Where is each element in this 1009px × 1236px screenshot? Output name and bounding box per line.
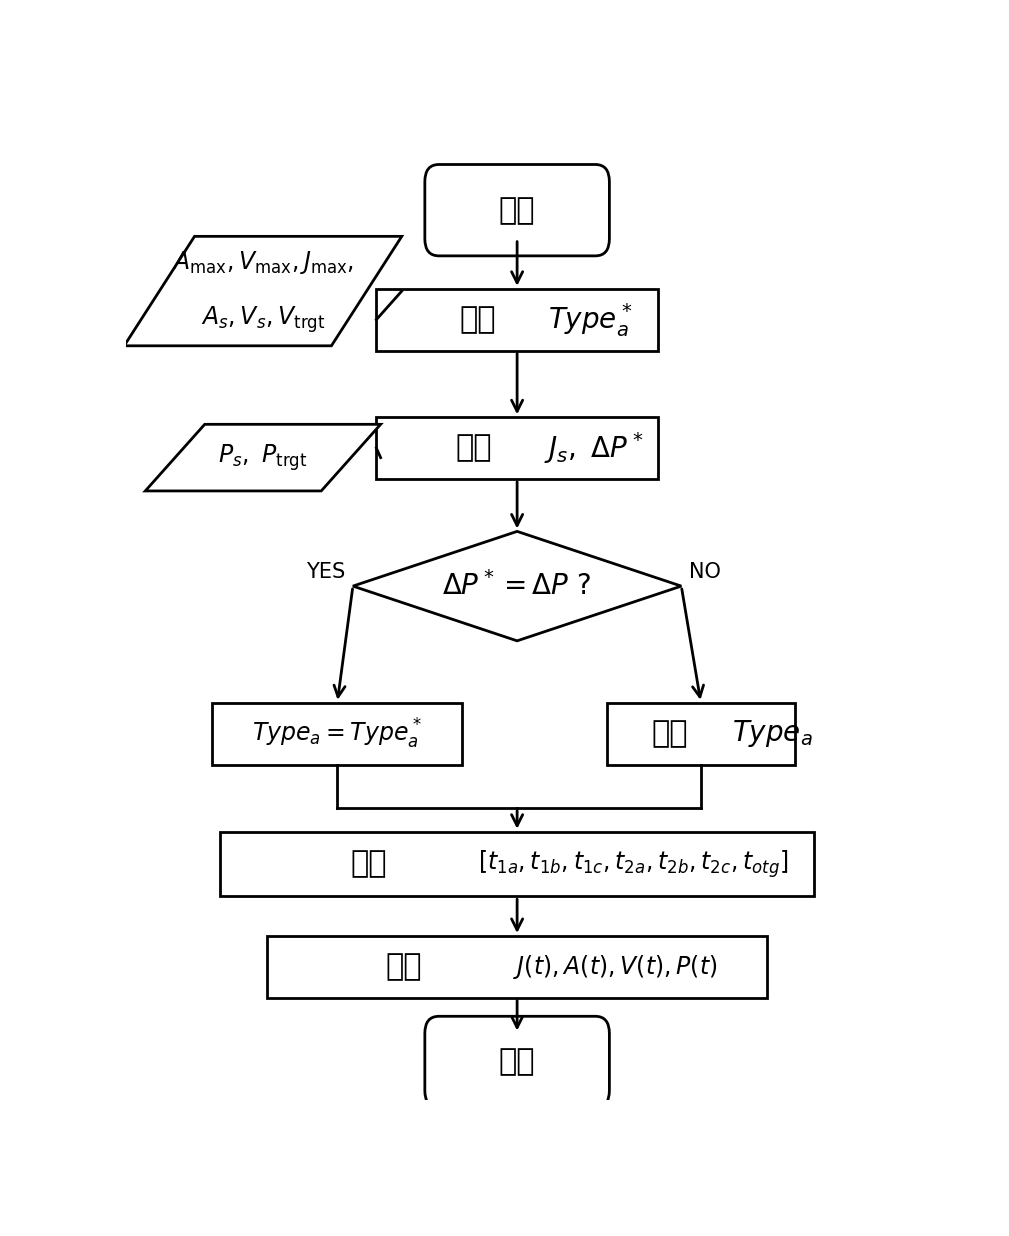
Text: $P_s,\ P_{\mathrm{trgt}}$: $P_s,\ P_{\mathrm{trgt}}$ <box>218 442 308 473</box>
Text: $\Delta P^* = \Delta P\ ?$: $\Delta P^* = \Delta P\ ?$ <box>442 571 592 601</box>
Polygon shape <box>353 531 681 640</box>
Bar <box>376 418 658 480</box>
Bar <box>212 703 462 765</box>
FancyBboxPatch shape <box>425 1016 609 1107</box>
Bar <box>220 832 814 896</box>
Bar <box>376 289 658 351</box>
Text: $\mathit{Type}_a$: $\mathit{Type}_a$ <box>733 718 813 749</box>
Text: $A_{\mathrm{max}},V_{\mathrm{max}},J_{\mathrm{max}},$: $A_{\mathrm{max}},V_{\mathrm{max}},J_{\m… <box>172 248 354 276</box>
FancyBboxPatch shape <box>425 164 609 256</box>
Bar <box>607 703 795 765</box>
Text: 计算: 计算 <box>350 849 386 879</box>
Text: $\mathit{Type}_a = \mathit{Type}_a^*$: $\mathit{Type}_a = \mathit{Type}_a^*$ <box>252 717 422 750</box>
Text: $A_s,V_s,V_{\mathrm{trgt}}$: $A_s,V_s,V_{\mathrm{trgt}}$ <box>201 304 325 335</box>
Text: 计算: 计算 <box>652 719 688 748</box>
Text: YES: YES <box>306 562 345 582</box>
Polygon shape <box>145 424 380 491</box>
Text: 计算: 计算 <box>460 305 496 334</box>
Text: 开始: 开始 <box>498 195 536 225</box>
Text: 结束: 结束 <box>498 1047 536 1077</box>
Text: $\mathit{Type}_a^*$: $\mathit{Type}_a^*$ <box>549 300 633 339</box>
Bar <box>266 936 768 997</box>
Polygon shape <box>124 236 402 346</box>
Text: 计算: 计算 <box>456 434 492 462</box>
Text: NO: NO <box>689 562 721 582</box>
Text: $J(t),A(t),V(t),P(t)$: $J(t),A(t),V(t),P(t)$ <box>514 953 717 981</box>
Text: $[t_{1a},t_{1b},t_{1c},t_{2a},t_{2b},t_{2c},t_{otg}]$: $[t_{1a},t_{1b},t_{1c},t_{2a},t_{2b},t_{… <box>478 848 788 880</box>
Text: 计算: 计算 <box>385 952 422 981</box>
Text: $J_s,\ \Delta P^*$: $J_s,\ \Delta P^*$ <box>545 430 644 466</box>
